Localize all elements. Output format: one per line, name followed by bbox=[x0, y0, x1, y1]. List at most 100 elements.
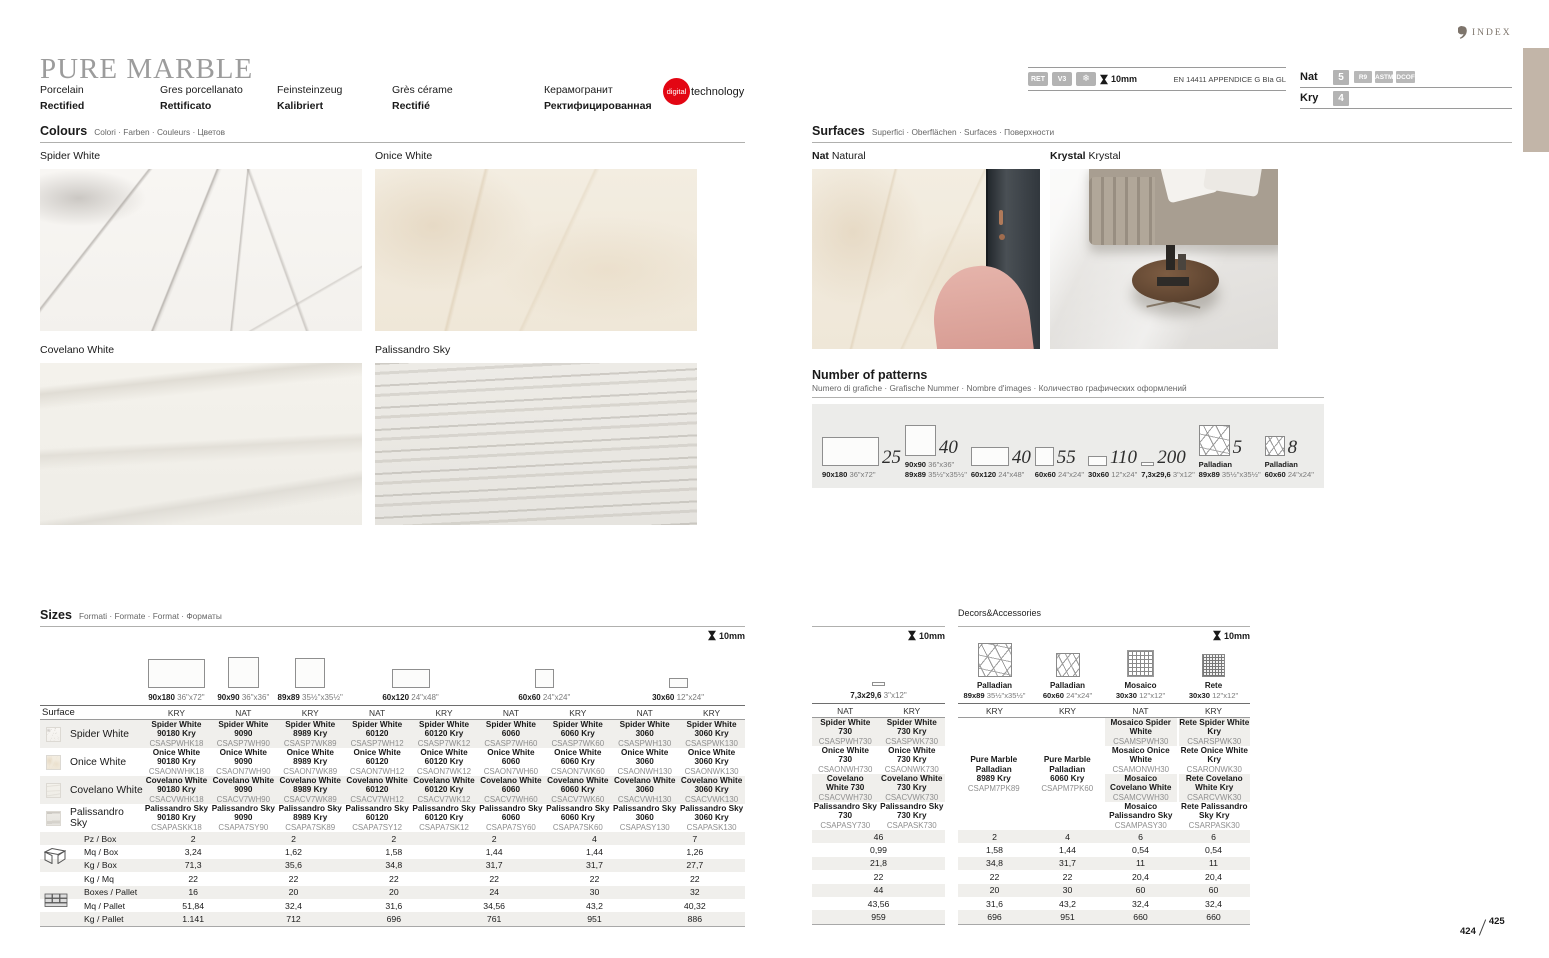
stats-value: 34,8 bbox=[986, 858, 1003, 869]
marble-swatch-image bbox=[40, 363, 362, 525]
product-code: CSARSPWK30 bbox=[1187, 737, 1242, 747]
stats-row: 21,8 bbox=[812, 856, 945, 871]
size-shape-icon bbox=[534, 669, 554, 688]
stats-value: 11 bbox=[1135, 858, 1146, 869]
colour-chip bbox=[46, 810, 61, 826]
size-shape-icon bbox=[970, 447, 1009, 467]
sofa bbox=[1088, 169, 1278, 245]
product-code: CSACVWH130 bbox=[617, 795, 672, 805]
colours-title: Colours bbox=[40, 124, 88, 138]
page-edge-tab bbox=[1523, 48, 1549, 152]
product-cell: Mosaico Palissandro Sky CSAMPASY30 bbox=[1109, 801, 1173, 831]
product-cell: Covelano White 730 Kry CSACVWK730 bbox=[879, 774, 946, 803]
stats-value: 22 bbox=[489, 873, 499, 884]
pattern-item: 200 7,3x29,6 3"x12" bbox=[1141, 448, 1195, 480]
product-type: Feinsteinzeug bbox=[277, 84, 343, 96]
pattern-item: 110 30x60 12"x24" bbox=[1087, 447, 1138, 480]
product-finish: Kalibriert bbox=[277, 100, 324, 113]
finish-header: KRY bbox=[1058, 705, 1077, 716]
page-numbers: 424 425 bbox=[1460, 916, 1505, 937]
divider bbox=[40, 626, 745, 627]
product-cell: Rete Palissandro Sky Kry CSARPASK30 bbox=[1181, 801, 1248, 831]
sofa-channels bbox=[1088, 176, 1156, 245]
size-shape-icon bbox=[1141, 462, 1155, 467]
index-link[interactable]: INDEX bbox=[1458, 26, 1512, 39]
product-code: CSASP7WH60 bbox=[484, 739, 538, 749]
product-code: CSARONWK30 bbox=[1186, 765, 1242, 775]
rating-cert-badge: DCOF bbox=[1396, 71, 1415, 83]
stats-value: 30 bbox=[1062, 885, 1073, 896]
pattern-size-label: 90x90 36"x36" 89x89 35½"x35½" bbox=[904, 460, 967, 480]
stats-value: 22 bbox=[288, 873, 299, 884]
product-code: CSAONWH130 bbox=[617, 767, 672, 777]
colour-name: Onice White bbox=[375, 150, 433, 162]
marble-swatch-image bbox=[40, 169, 362, 331]
stats-value: 32,4 bbox=[1205, 898, 1222, 909]
thickness-indicator: 10mm bbox=[40, 629, 745, 642]
product-code: CSAONWH730 bbox=[818, 765, 873, 775]
product-cell: Covelano White 8989 Kry CSACV7WK89 bbox=[277, 776, 344, 805]
product-code: CSAPASY730 bbox=[820, 821, 871, 831]
size-shape-icon bbox=[668, 678, 688, 688]
stats-value: 2 bbox=[190, 833, 196, 844]
product-code: CSASP7WK60 bbox=[551, 739, 605, 749]
decor-pattern-icon bbox=[1202, 654, 1225, 678]
product-code: CSASPWH730 bbox=[818, 737, 872, 747]
pattern-size-label: 60x120 24"x48" bbox=[970, 470, 1025, 480]
product-cell: Palissandro Sky 730 CSAPASY730 bbox=[813, 801, 877, 831]
rating-cert-badges: R9 ASTM DCOF bbox=[1354, 71, 1415, 83]
table-row: Covelano White Covelano White 90180 Kry … bbox=[40, 776, 745, 804]
stats-value: 22 bbox=[589, 873, 600, 884]
pattern-count: 110 bbox=[1109, 447, 1138, 468]
colour-name: Spider White bbox=[40, 150, 101, 162]
stats-row: 22 22 20,4 20,4 bbox=[958, 870, 1250, 883]
slip-rating-row: Kry 4 bbox=[1300, 88, 1512, 109]
stats-value: 660 bbox=[1133, 912, 1148, 923]
language-entry: Feinsteinzeug Kalibriert bbox=[277, 82, 392, 115]
product-code: CSAONWK730 bbox=[884, 765, 939, 775]
stats-value: 20 bbox=[989, 885, 1000, 896]
finish-header-row: Surface KRY NAT KRY NAT KRY NAT KRY NAT KRY bbox=[40, 705, 745, 720]
pattern-item: 40 90x90 36"x36" 89x89 35½"x35½" bbox=[904, 425, 967, 480]
pattern-item: 25 90x180 36"x72" bbox=[822, 437, 901, 480]
stats-value: 22 bbox=[188, 873, 198, 884]
finish-header: NAT bbox=[369, 707, 386, 718]
product-cell: Rete Onice White Kry CSARONWK30 bbox=[1180, 745, 1248, 775]
door-handle bbox=[999, 210, 1004, 226]
strips-section: 10mm 7,3x29,6 3"x12" NAT KRY Spider White… bbox=[812, 608, 945, 925]
pattern-item: 5 Palladian 89x89 35½"x35½" bbox=[1198, 425, 1261, 480]
size-header: 60x60 24"x24" bbox=[477, 644, 611, 702]
finish-header: NAT bbox=[235, 707, 252, 718]
decors-title: Decors&Accessories bbox=[958, 608, 1042, 618]
product-cell: Onice White 9090 CSAON7WH90 bbox=[210, 748, 277, 777]
product-code: CSAON7WH60 bbox=[483, 767, 539, 777]
stats-label: Mq / Pallet bbox=[84, 900, 126, 911]
product-code: CSAPA7SK60 bbox=[552, 823, 603, 833]
stats-value: 660 bbox=[1206, 912, 1221, 923]
page-number-left: 424 bbox=[1460, 926, 1476, 937]
product-cell: Covelano White 60120 CSACV7WH12 bbox=[344, 776, 411, 805]
pattern-size-label: Palladian 60x60 24"x24" bbox=[1264, 460, 1314, 480]
pattern-size-label: 30x60 12"x24" bbox=[1087, 470, 1138, 480]
size-header: 89x89 35½"x35½" bbox=[277, 644, 344, 702]
pattern-size-label: 60x60 24"x24" bbox=[1034, 470, 1085, 480]
stats-value: 32,4 bbox=[285, 900, 302, 911]
product-code: CSAON7WH12 bbox=[349, 767, 405, 777]
stats-value: 43,2 bbox=[1059, 898, 1076, 909]
finish-header: KRY bbox=[301, 707, 319, 718]
stats-value: 2 bbox=[491, 833, 497, 844]
size-header: 60x120 24"x48" bbox=[344, 644, 478, 702]
product-code: CSAON7WK89 bbox=[283, 767, 338, 777]
stats-label: Boxes / Pallet bbox=[84, 887, 138, 898]
stats-row: 959 bbox=[812, 910, 945, 924]
finish-header: KRY bbox=[903, 705, 921, 716]
pallet-icon bbox=[44, 893, 68, 907]
decor-header: Mosaico 30x30 12"x12" bbox=[1104, 642, 1177, 700]
finish-header: NAT bbox=[837, 705, 854, 716]
stats-value: 35,6 bbox=[285, 860, 302, 871]
table-object bbox=[1177, 253, 1186, 270]
rating-value-badge: 4 bbox=[1333, 90, 1349, 106]
stats-value: 60 bbox=[1135, 885, 1146, 896]
size-shape-icon bbox=[391, 669, 430, 688]
